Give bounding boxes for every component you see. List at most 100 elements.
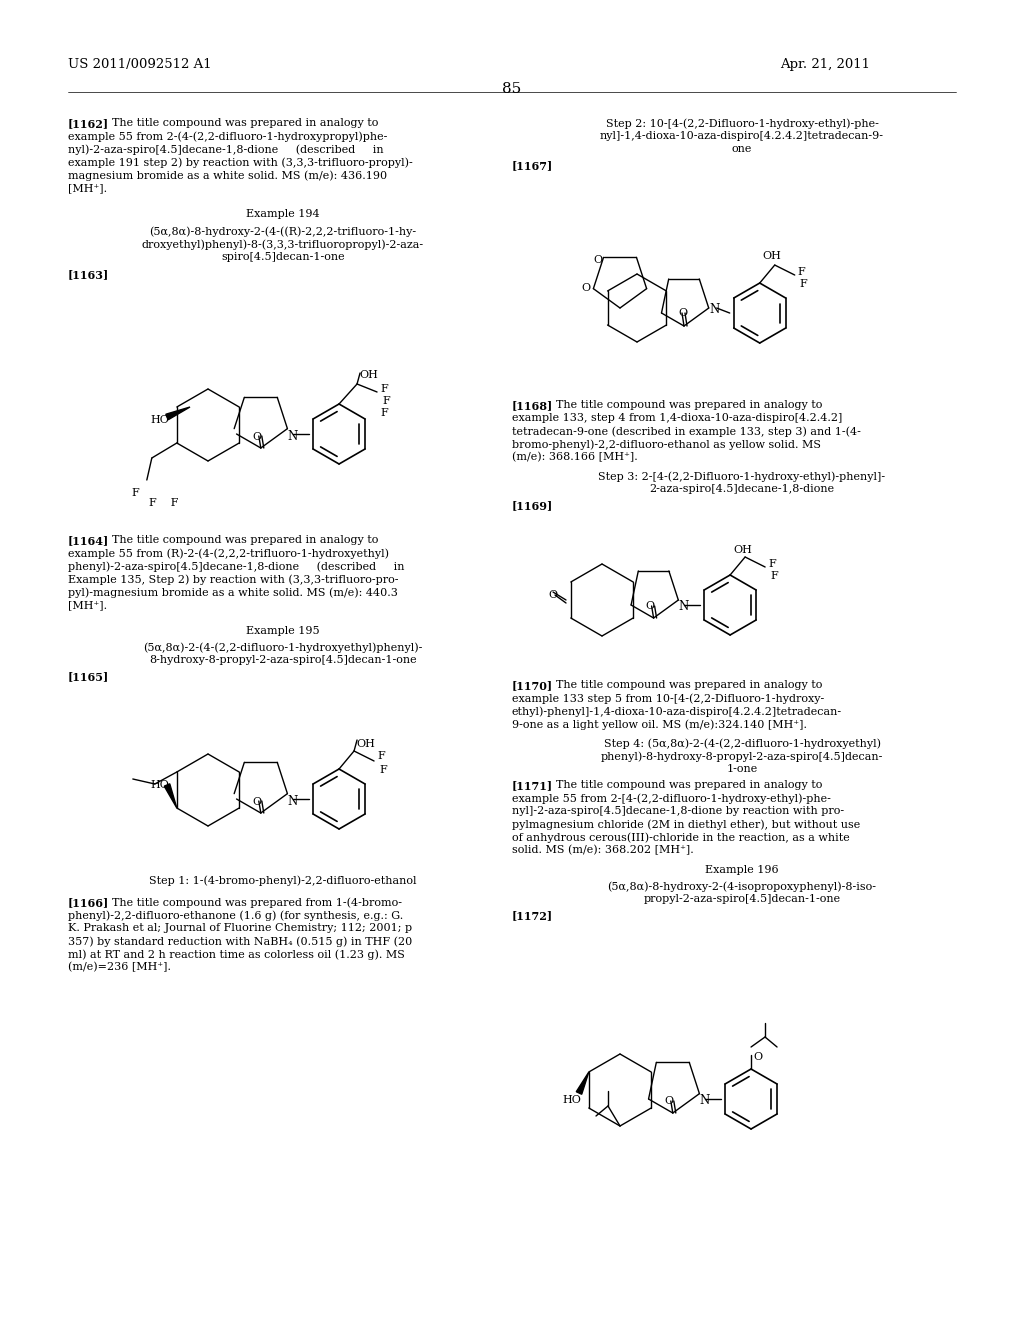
Text: Example 194: Example 194 (246, 209, 319, 219)
Text: Step 1: 1-(4-bromo-phenyl)-2,2-difluoro-ethanol: Step 1: 1-(4-bromo-phenyl)-2,2-difluoro-… (150, 875, 417, 886)
Text: The title compound was prepared in analogy to: The title compound was prepared in analo… (556, 680, 822, 690)
Text: [1163]: [1163] (68, 269, 110, 280)
Text: 85: 85 (503, 82, 521, 96)
Text: F: F (380, 384, 388, 393)
Polygon shape (577, 1072, 589, 1094)
Text: 1-one: 1-one (726, 764, 758, 774)
Text: [1165]: [1165] (68, 671, 110, 682)
Text: [1162]: [1162] (68, 117, 110, 129)
Text: Apr. 21, 2011: Apr. 21, 2011 (780, 58, 870, 71)
Text: example 55 from (R)-2-(4-(2,2,2-trifluoro-1-hydroxyethyl): example 55 from (R)-2-(4-(2,2,2-trifluor… (68, 548, 389, 558)
Text: HO: HO (150, 414, 169, 425)
Text: example 133, step 4 from 1,4-dioxa-10-aza-dispiro[4.2.4.2]: example 133, step 4 from 1,4-dioxa-10-az… (512, 413, 843, 422)
Text: Step 2: 10-[4-(2,2-Difluoro-1-hydroxy-ethyl)-phe-: Step 2: 10-[4-(2,2-Difluoro-1-hydroxy-et… (605, 117, 879, 128)
Text: OH: OH (359, 370, 378, 380)
Text: magnesium bromide as a white solid. MS (m/e): 436.190: magnesium bromide as a white solid. MS (… (68, 170, 387, 181)
Text: F: F (377, 751, 385, 762)
Text: F: F (770, 572, 778, 581)
Text: O: O (678, 308, 687, 318)
Text: pyl)-magnesium bromide as a white solid. MS (m/e): 440.3: pyl)-magnesium bromide as a white solid.… (68, 587, 398, 598)
Text: phenyl)-8-hydroxy-8-propyl-2-aza-spiro[4.5]decan-: phenyl)-8-hydroxy-8-propyl-2-aza-spiro[4… (601, 751, 883, 762)
Text: [MH⁺].: [MH⁺]. (68, 601, 108, 610)
Text: O: O (253, 797, 262, 807)
Text: O: O (594, 255, 603, 265)
Text: F: F (798, 267, 806, 277)
Text: [1164]: [1164] (68, 535, 110, 546)
Text: The title compound was prepared from 1-(4-bromo-: The title compound was prepared from 1-(… (112, 898, 402, 908)
Text: OH: OH (763, 251, 781, 261)
Text: F: F (380, 408, 388, 418)
Text: O: O (753, 1052, 762, 1063)
Text: (5α,8α)-8-hydroxy-2-(4-((R)-2,2,2-trifluoro-1-hy-: (5α,8α)-8-hydroxy-2-(4-((R)-2,2,2-triflu… (150, 226, 417, 236)
Text: OH: OH (733, 545, 752, 554)
Text: [1170]: [1170] (512, 680, 553, 690)
Text: (5α,8α)-8-hydroxy-2-(4-isopropoxyphenyl)-8-iso-: (5α,8α)-8-hydroxy-2-(4-isopropoxyphenyl)… (607, 880, 877, 891)
Text: [1172]: [1172] (512, 909, 553, 921)
Text: (5α,8α)-2-(4-(2,2-difluoro-1-hydroxyethyl)phenyl)-: (5α,8α)-2-(4-(2,2-difluoro-1-hydroxyethy… (143, 642, 423, 652)
Text: [MH⁺].: [MH⁺]. (68, 183, 108, 193)
Text: bromo-phenyl)-2,2-difluoro-ethanol as yellow solid. MS: bromo-phenyl)-2,2-difluoro-ethanol as ye… (512, 440, 821, 450)
Text: 357) by standard reduction with NaBH₄ (0.515 g) in THF (20: 357) by standard reduction with NaBH₄ (0… (68, 936, 413, 946)
Text: O: O (665, 1096, 674, 1106)
Text: tetradecan-9-one (described in example 133, step 3) and 1-(4-: tetradecan-9-one (described in example 1… (512, 426, 861, 437)
Text: 2-aza-spiro[4.5]decane-1,8-dione: 2-aza-spiro[4.5]decane-1,8-dione (649, 484, 835, 494)
Text: F: F (800, 279, 808, 289)
Text: nyl)-2-aza-spiro[4.5]decane-1,8-dione     (described     in: nyl)-2-aza-spiro[4.5]decane-1,8-dione (d… (68, 144, 384, 154)
Text: spiro[4.5]decan-1-one: spiro[4.5]decan-1-one (221, 252, 345, 261)
Text: [1168]: [1168] (512, 400, 553, 411)
Text: O: O (645, 601, 654, 611)
Text: 8-hydroxy-8-propyl-2-aza-spiro[4.5]decan-1-one: 8-hydroxy-8-propyl-2-aza-spiro[4.5]decan… (150, 655, 417, 665)
Text: Step 4: (5α,8α)-2-(4-(2,2-difluoro-1-hydroxyethyl): Step 4: (5α,8α)-2-(4-(2,2-difluoro-1-hyd… (603, 738, 881, 748)
Text: The title compound was prepared in analogy to: The title compound was prepared in analo… (112, 117, 379, 128)
Text: example 191 step 2) by reaction with (3,3,3-trifluoro-propyl)-: example 191 step 2) by reaction with (3,… (68, 157, 413, 168)
Text: [1167]: [1167] (512, 160, 553, 172)
Text: propyl-2-aza-spiro[4.5]decan-1-one: propyl-2-aza-spiro[4.5]decan-1-one (643, 894, 841, 904)
Text: US 2011/0092512 A1: US 2011/0092512 A1 (68, 58, 212, 71)
Text: OH: OH (356, 739, 375, 748)
Text: O: O (253, 432, 262, 442)
Text: (m/e): 368.166 [MH⁺].: (m/e): 368.166 [MH⁺]. (512, 451, 638, 462)
Text: N: N (710, 304, 720, 315)
Text: N: N (287, 795, 297, 808)
Text: O: O (582, 282, 591, 293)
Text: 9-one as a light yellow oil. MS (m/e):324.140 [MH⁺].: 9-one as a light yellow oil. MS (m/e):32… (512, 719, 807, 730)
Text: phenyl)-2-aza-spiro[4.5]decane-1,8-dione     (described     in: phenyl)-2-aza-spiro[4.5]decane-1,8-dione… (68, 561, 404, 572)
Text: N: N (699, 1094, 710, 1107)
Polygon shape (164, 784, 177, 808)
Text: HO: HO (562, 1096, 581, 1105)
Text: ml) at RT and 2 h reaction time as colorless oil (1.23 g). MS: ml) at RT and 2 h reaction time as color… (68, 949, 404, 960)
Text: (m/e)=236 [MH⁺].: (m/e)=236 [MH⁺]. (68, 962, 171, 973)
Text: Example 195: Example 195 (246, 626, 319, 636)
Text: example 133 step 5 from 10-[4-(2,2-Difluoro-1-hydroxy-: example 133 step 5 from 10-[4-(2,2-Diflu… (512, 693, 824, 704)
Text: pylmagnesium chloride (2M in diethyl ether), but without use: pylmagnesium chloride (2M in diethyl eth… (512, 818, 860, 829)
Text: solid. MS (m/e): 368.202 [MH⁺].: solid. MS (m/e): 368.202 [MH⁺]. (512, 845, 693, 855)
Text: nyl]-2-aza-spiro[4.5]decane-1,8-dione by reaction with pro-: nyl]-2-aza-spiro[4.5]decane-1,8-dione by… (512, 807, 844, 816)
Text: N: N (287, 430, 297, 444)
Text: O: O (548, 590, 557, 601)
Text: example 55 from 2-(4-(2,2-difluoro-1-hydroxypropyl)phe-: example 55 from 2-(4-(2,2-difluoro-1-hyd… (68, 131, 387, 141)
Text: phenyl)-2,2-difluoro-ethanone (1.6 g) (for synthesis, e.g.: G.: phenyl)-2,2-difluoro-ethanone (1.6 g) (f… (68, 909, 403, 920)
Text: F: F (382, 396, 390, 407)
Text: K. Prakash et al; Journal of Fluorine Chemistry; 112; 2001; p: K. Prakash et al; Journal of Fluorine Ch… (68, 923, 412, 933)
Text: F: F (379, 766, 387, 775)
Text: The title compound was prepared in analogy to: The title compound was prepared in analo… (556, 400, 822, 411)
Text: The title compound was prepared in analogy to: The title compound was prepared in analo… (556, 780, 822, 789)
Text: Step 3: 2-[4-(2,2-Difluoro-1-hydroxy-ethyl)-phenyl]-: Step 3: 2-[4-(2,2-Difluoro-1-hydroxy-eth… (598, 471, 886, 482)
Text: HO: HO (150, 780, 169, 789)
Text: nyl]-1,4-dioxa-10-aza-dispiro[4.2.4.2]tetradecan-9-: nyl]-1,4-dioxa-10-aza-dispiro[4.2.4.2]te… (600, 131, 884, 141)
Text: droxyethyl)phenyl)-8-(3,3,3-trifluoropropyl)-2-aza-: droxyethyl)phenyl)-8-(3,3,3-trifluoropro… (142, 239, 424, 249)
Text: [1169]: [1169] (512, 500, 553, 511)
Text: of anhydrous cerous(III)-chloride in the reaction, as a white: of anhydrous cerous(III)-chloride in the… (512, 832, 850, 842)
Text: F    F: F F (148, 498, 178, 508)
Text: one: one (732, 144, 753, 154)
Text: Example 135, Step 2) by reaction with (3,3,3-trifluoro-pro-: Example 135, Step 2) by reaction with (3… (68, 574, 398, 585)
Text: F: F (768, 558, 776, 569)
Text: F: F (132, 488, 139, 498)
Text: The title compound was prepared in analogy to: The title compound was prepared in analo… (112, 535, 379, 545)
Text: Example 196: Example 196 (706, 865, 779, 875)
Text: [1171]: [1171] (512, 780, 553, 791)
Text: N: N (678, 601, 688, 612)
Text: [1166]: [1166] (68, 898, 110, 908)
Text: ethyl)-phenyl]-1,4-dioxa-10-aza-dispiro[4.2.4.2]tetradecan-: ethyl)-phenyl]-1,4-dioxa-10-aza-dispiro[… (512, 706, 842, 717)
Polygon shape (166, 407, 190, 420)
